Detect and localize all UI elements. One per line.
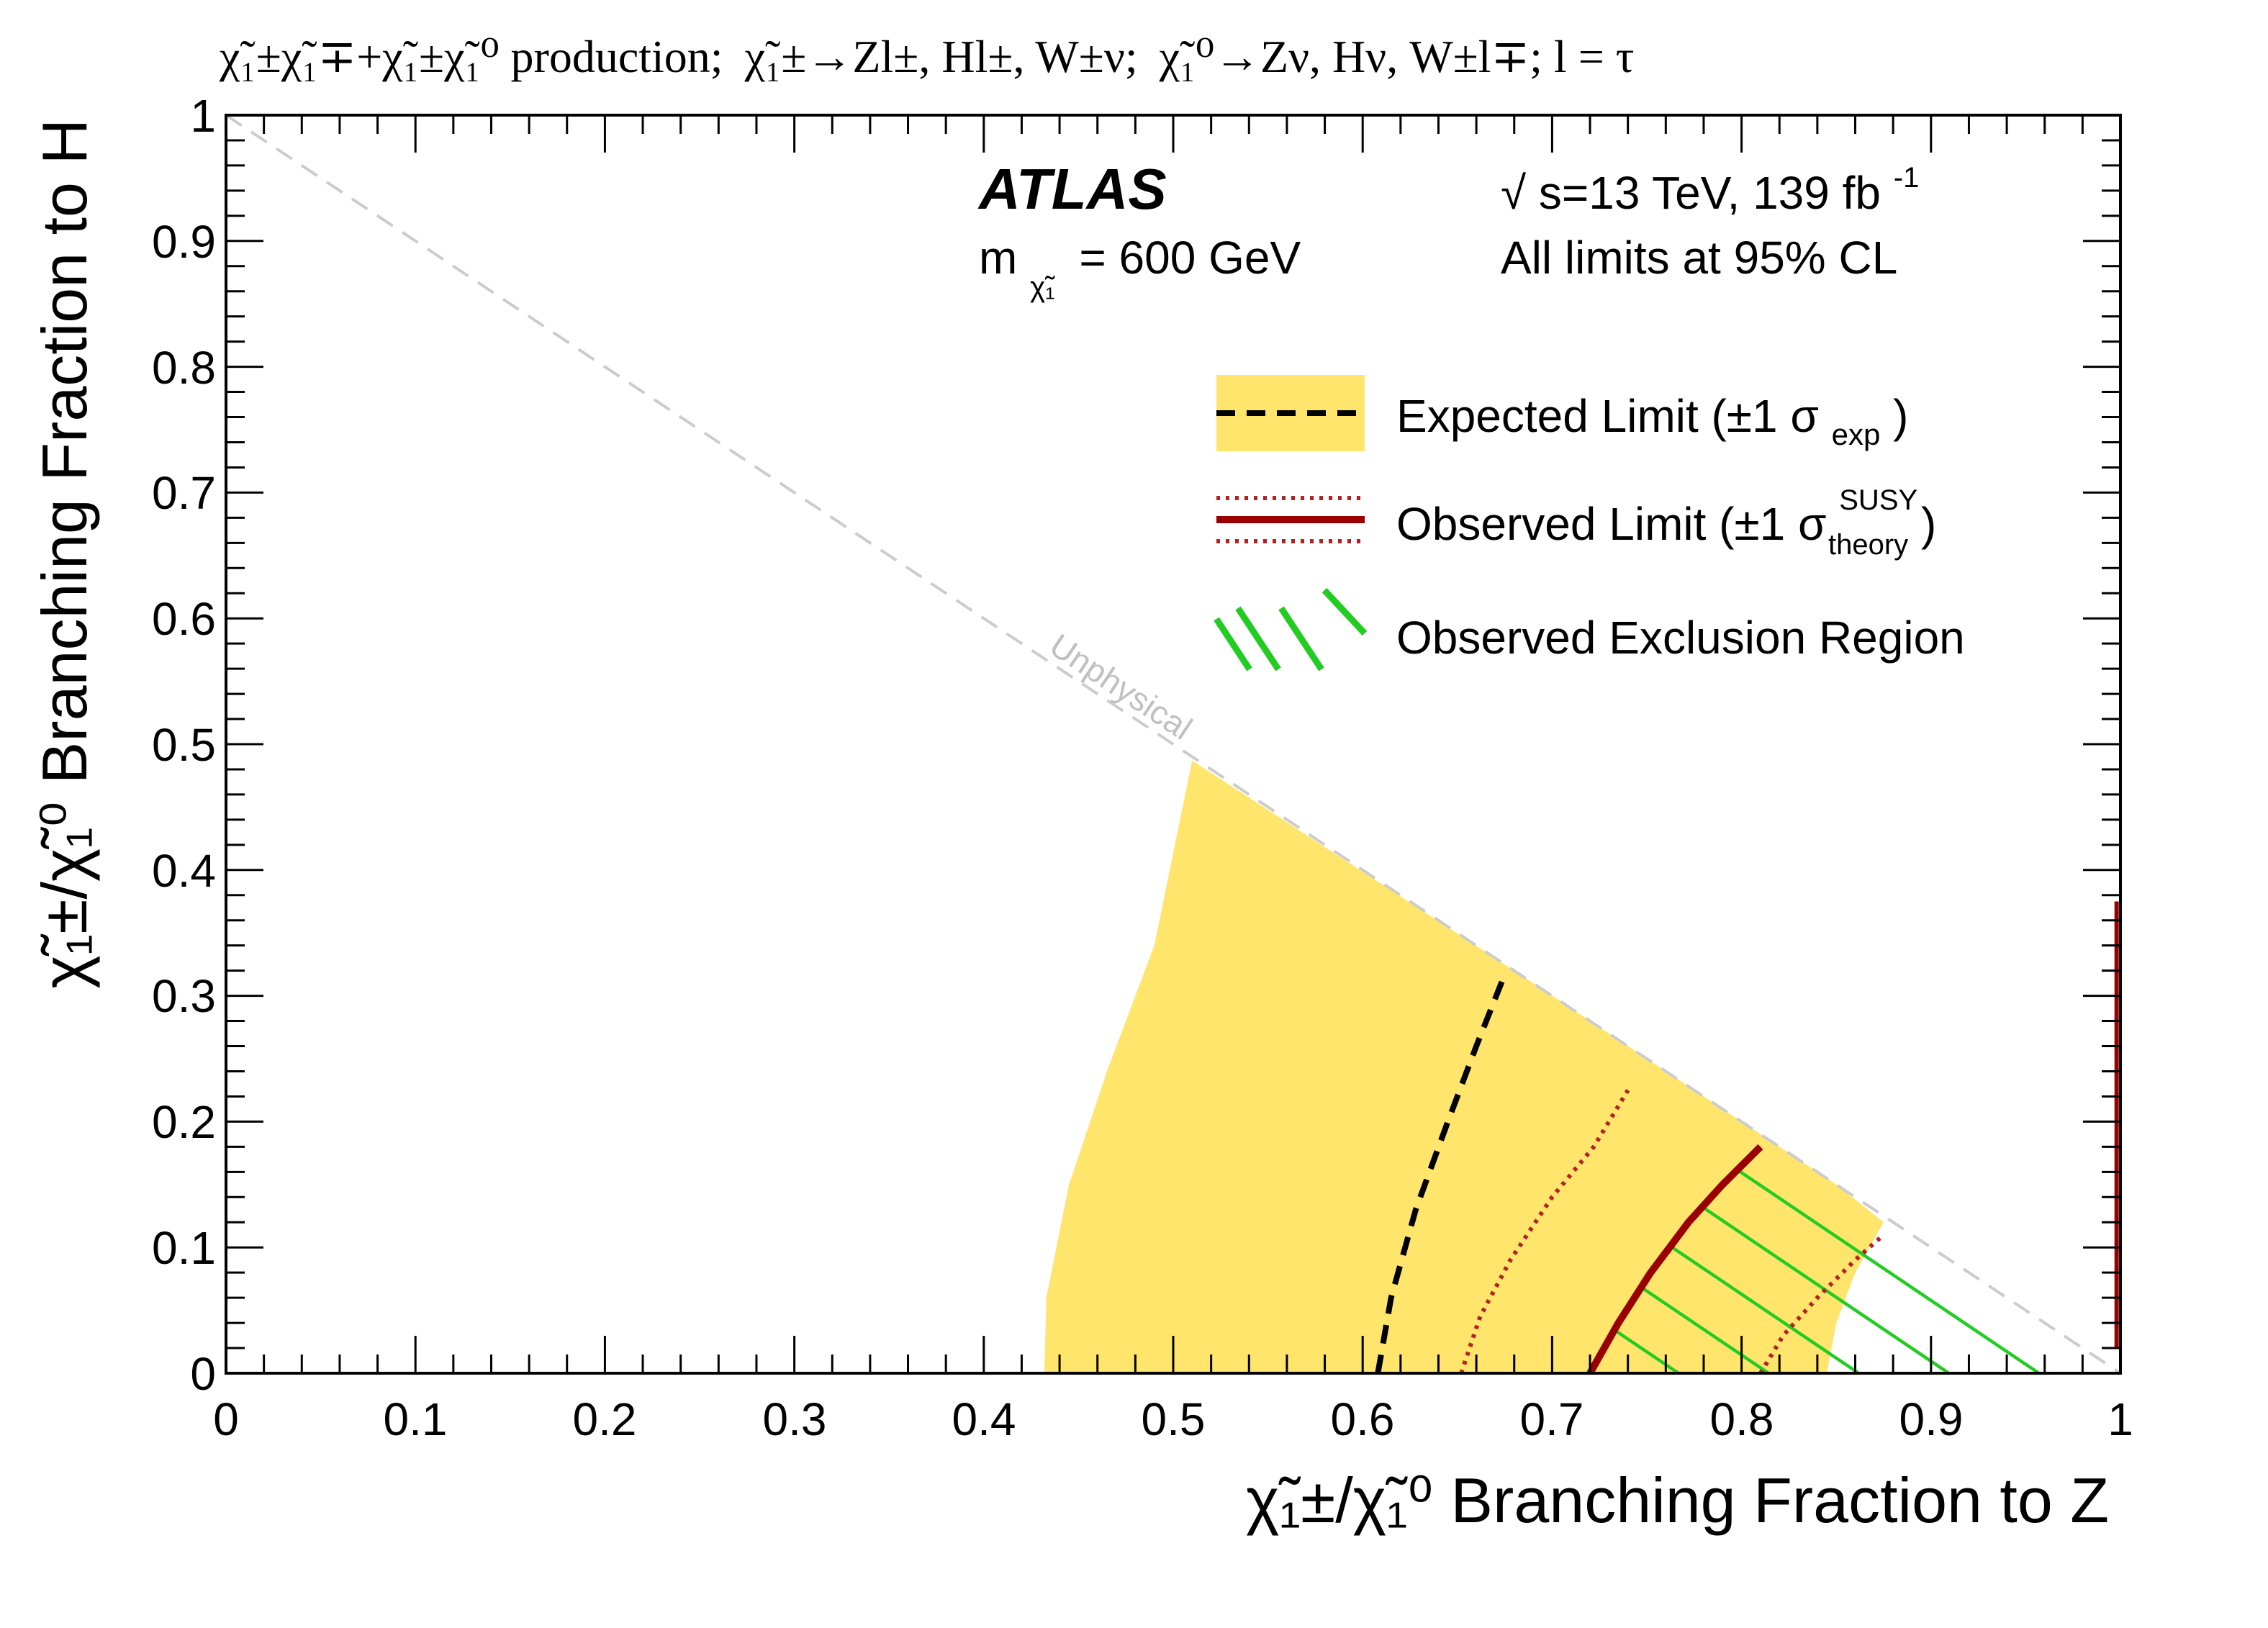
unphysical-line: [226, 115, 2120, 1373]
legend-exclusion-text: Observed Exclusion Region: [1396, 612, 1965, 664]
y-tick-labels: 0 0.1 0.2 0.3 0.4 0.5 0.6 0.7 0.8 0.9 1: [152, 90, 216, 1400]
x-tick-label: 1: [2107, 1393, 2133, 1445]
y-tick-label: 0.4: [152, 845, 216, 897]
header-title-production: χ̃₁±χ̃₁∓+χ̃₁±χ̃₁⁰ production;: [219, 31, 723, 82]
expected-band: [1044, 760, 1884, 1373]
mass-value: = 600 GeV: [1079, 232, 1301, 284]
legend-expected-label: Expected Limit (±1 σ: [1396, 390, 1819, 442]
x-tick-label: 0.8: [1710, 1393, 1774, 1445]
observed-limit-line: [1586, 1144, 1763, 1373]
legend: Expected Limit (±1 σ exp ) Observed Limi…: [1214, 375, 1965, 671]
y-tick-label: 0.6: [152, 593, 216, 645]
mass-subscript: χ̃₁: [1030, 271, 1055, 303]
header-title-chargino: χ̃₁±→Zl±, Hl±, W±ν;: [744, 31, 1138, 82]
tick-marks: [225, 114, 2122, 1375]
energy-label: √ s=13 TeV, 139 fb -1: [1501, 162, 1919, 219]
mass-label: m χ̃₁ = 600 GeV: [979, 232, 1301, 307]
y-tick-label: 1: [190, 90, 216, 142]
x-tick-label: 0.4: [952, 1393, 1016, 1445]
cl-label: All limits at 95% CL: [1501, 232, 1897, 284]
x-tick-label: 0.2: [573, 1393, 637, 1445]
legend-exclusion-swatch: [1214, 587, 1368, 671]
legend-hatch-line: [1235, 606, 1281, 671]
y-tick-label: 0.1: [152, 1222, 216, 1274]
energy-value: s=13 TeV, 139 fb: [1539, 167, 1881, 219]
unphysical-label: Unphysical: [1043, 626, 1198, 747]
x-tick-label: 0.6: [1331, 1393, 1395, 1445]
x-tick-label: 0.5: [1142, 1393, 1206, 1445]
atlas-label: ATLAS: [977, 157, 1167, 221]
plot-area: [226, 115, 2120, 1373]
legend-hatch-line: [1278, 606, 1324, 671]
energy-sqrt: √: [1501, 167, 1527, 219]
header-title: χ̃₁±χ̃₁∓+χ̃₁±χ̃₁⁰ production; χ̃₁±→Zl±, …: [219, 31, 1635, 82]
y-tick-label: 0.5: [152, 719, 216, 771]
expected-limit-line: [1375, 973, 1508, 1373]
y-tick-label: 0.7: [152, 467, 216, 519]
x-tick-label: 0.9: [1899, 1393, 1964, 1445]
legend-expected-text: Expected Limit (±1 σ exp ): [1396, 390, 1908, 455]
y-tick-label: 0.3: [152, 970, 216, 1022]
x-axis-title: χ̃₁±/χ̃₁⁰ Branching Fraction to Z: [1246, 1465, 2109, 1536]
observed-minus-1sigma-line: [1459, 1089, 1630, 1373]
y-tick-label: 0: [190, 1348, 216, 1400]
legend-observed-superscript: SUSY: [1839, 484, 1917, 516]
y-tick-label: 0.2: [152, 1096, 216, 1148]
legend-observed-close: ): [1921, 498, 1936, 550]
legend-hatch-line: [1322, 587, 1368, 636]
y-axis-title: χ̃₁±/χ̃₁⁰ Branching Fraction to H: [29, 119, 100, 989]
legend-observed-text: Observed Limit (±1 σ SUSY theory ): [1396, 468, 1936, 564]
legend-expected-subscript: exp: [1832, 417, 1881, 451]
legend-observed-label: Observed Limit (±1 σ: [1396, 498, 1826, 550]
legend-expected-close: ): [1893, 390, 1908, 442]
observed-plus-1sigma-line: [1758, 1233, 1885, 1373]
x-tick-labels: 0 0.1 0.2 0.3 0.4 0.5 0.6 0.7 0.8 0.9 1: [213, 1393, 2133, 1445]
y-tick-label: 0.9: [152, 216, 216, 268]
exclusion-region: [1590, 1138, 2120, 1373]
x-tick-label: 0.7: [1520, 1393, 1584, 1445]
x-tick-label: 0.1: [384, 1393, 448, 1445]
x-tick-label: 0: [213, 1393, 239, 1445]
legend-observed-subscript: theory: [1828, 529, 1908, 561]
header-title-neutralino: χ̃₁⁰→Zν, Hν, W±l∓; l = τ: [1159, 31, 1635, 82]
y-tick-label: 0.8: [152, 342, 216, 394]
legend-hatch-line: [1214, 617, 1252, 671]
mass-symbol: m: [979, 232, 1017, 284]
energy-superscript: -1: [1894, 162, 1920, 194]
x-tick-label: 0.3: [763, 1393, 827, 1445]
